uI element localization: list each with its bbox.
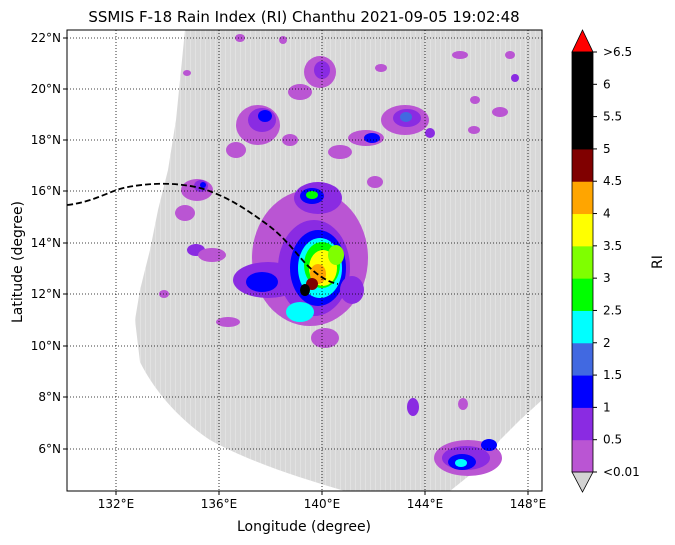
- colorbar-tick-label: 5.5: [603, 110, 622, 124]
- colorbar-tick-label: 5: [603, 142, 611, 156]
- y-tick-label: 16°N: [31, 184, 61, 198]
- x-tick-label: 136°E: [201, 497, 238, 511]
- colorbar-segment: [572, 407, 593, 441]
- map-panel: [67, 30, 542, 491]
- y-tick-label: 22°N: [31, 31, 61, 45]
- y-tick-label: 18°N: [31, 133, 61, 147]
- colorbar-tick-label: 2: [603, 336, 611, 350]
- colorbar-segment: [572, 148, 593, 182]
- y-tick-label: 8°N: [38, 390, 61, 404]
- x-tick-label: 144°E: [407, 497, 444, 511]
- colorbar-over-arrow: [571, 29, 594, 53]
- colorbar-segment: [572, 439, 593, 473]
- colorbar-tick-label: 4: [603, 207, 611, 221]
- colorbar-segment: [572, 310, 593, 344]
- y-tick-label: 14°N: [31, 236, 61, 250]
- colorbar-tick-label: 1: [603, 400, 611, 414]
- colorbar-tick-label: 6: [603, 77, 611, 91]
- colorbar-segment: [572, 213, 593, 247]
- colorbar-segment: [572, 116, 593, 150]
- colorbar-tick-label: 3: [603, 271, 611, 285]
- rain-cells: [159, 34, 519, 476]
- colorbar-tick-label: 4.5: [603, 174, 622, 188]
- colorbar-title: RI: [650, 255, 666, 269]
- colorbar-segment: [572, 278, 593, 311]
- colorbar-segment: [572, 342, 593, 376]
- storm-track: [67, 182, 339, 285]
- colorbar-tick-label: >6.5: [603, 45, 632, 59]
- x-axis-title: Longitude (degree): [237, 519, 371, 535]
- x-axis: 132°E 136°E 140°E 144°E 148°E Longitude …: [98, 491, 547, 535]
- colorbar-segment: [572, 375, 593, 408]
- y-tick-label: 10°N: [31, 339, 61, 353]
- y-axis: 6°N 8°N 10°N 12°N 14°N 16°N 18°N 20°N 22…: [10, 31, 67, 456]
- colorbar-segment: [572, 52, 593, 85]
- colorbar-tick-label: <0.01: [603, 465, 640, 479]
- y-tick-label: 12°N: [31, 287, 61, 301]
- y-tick-label: 6°N: [38, 442, 61, 456]
- map-frame: [66, 29, 543, 492]
- colorbar-segment: [572, 245, 593, 279]
- colorbar-tick-label: 1.5: [603, 368, 622, 382]
- colorbar-tick-label: 3.5: [603, 239, 622, 253]
- colorbar-segment: [572, 181, 593, 215]
- x-tick-label: 132°E: [98, 497, 135, 511]
- graticule: [67, 30, 542, 491]
- colorbar-segment: [572, 84, 593, 118]
- colorbar-tick-label: 2.5: [603, 303, 622, 317]
- figure-title: SSMIS F-18 Rain Index (RI) Chanthu 2021-…: [88, 8, 519, 26]
- x-tick-label: 148°E: [510, 497, 547, 511]
- x-tick-label: 140°E: [304, 497, 341, 511]
- colorbar-under-arrow: [571, 471, 594, 493]
- y-axis-title: Latitude (degree): [10, 201, 26, 323]
- colorbar-tick-label: 0.5: [603, 433, 622, 447]
- y-tick-label: 20°N: [31, 82, 61, 96]
- colorbar: <0.01 0.5 1 1.5 2 2.5 3 3.5 4 4.5 5 5.5 6 >6.5 RI: [571, 29, 666, 493]
